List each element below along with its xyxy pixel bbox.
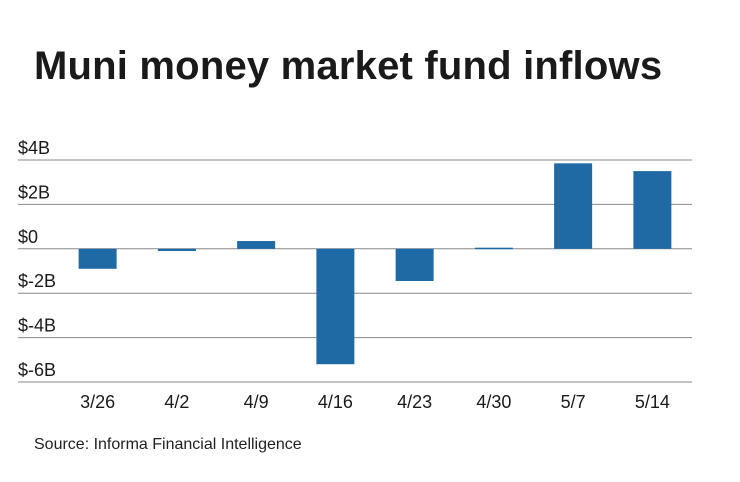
- x-tick-label: 4/16: [318, 392, 353, 412]
- x-tick-label: 3/26: [80, 392, 115, 412]
- x-tick-label: 5/14: [635, 392, 670, 412]
- bar-5-7: [554, 163, 593, 249]
- y-tick-label: $-2B: [18, 271, 56, 291]
- x-tick-label: 4/9: [244, 392, 269, 412]
- bar-5-14: [633, 171, 672, 249]
- bar-4-30: [474, 247, 513, 250]
- source-note: Source: Informa Financial Intelligence: [34, 436, 302, 453]
- y-tick-label: $0: [18, 227, 38, 247]
- x-tick-label: 4/2: [164, 392, 189, 412]
- bar-4-2: [157, 248, 196, 252]
- y-tick-label: $4B: [18, 138, 50, 158]
- y-tick-label: $-4B: [18, 316, 56, 336]
- x-axis-labels: 3/26 4/2 4/9 4/16 4/23 4/30 5/7 5/14: [80, 392, 670, 412]
- chart-title: Muni money market fund inflows: [34, 44, 663, 88]
- y-tick-label: $-6B: [18, 360, 56, 380]
- bar-4-23: [395, 248, 434, 281]
- y-tick-label: $2B: [18, 182, 50, 202]
- y-axis-labels: $4B $2B $0 $-2B $-4B $-6B: [18, 138, 56, 380]
- x-tick-label: 4/30: [476, 392, 511, 412]
- bar-3-26: [78, 248, 117, 269]
- gridlines: [18, 159, 692, 383]
- bars: [78, 163, 672, 365]
- x-tick-label: 5/7: [561, 392, 586, 412]
- bar-4-9: [237, 241, 276, 249]
- bar-4-16: [316, 248, 355, 365]
- x-tick-label: 4/23: [397, 392, 432, 412]
